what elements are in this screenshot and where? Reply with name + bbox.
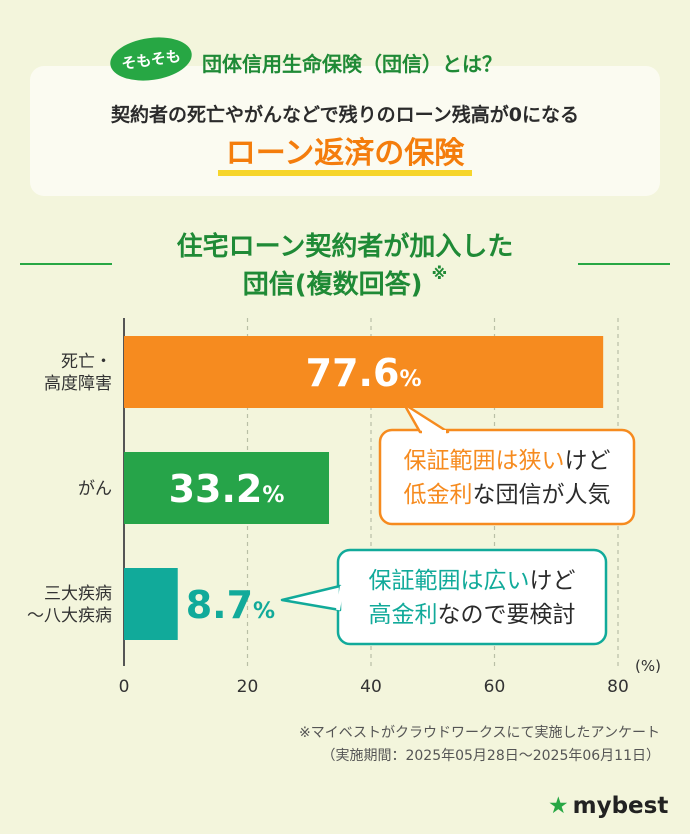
callout-tail	[280, 584, 342, 612]
chart-title-line2-text: 団信(複数回答)	[242, 270, 423, 300]
callout-text: 保証範囲は広いけど	[369, 568, 576, 594]
callout-box	[336, 548, 608, 646]
category-label: 高度障害	[44, 374, 112, 394]
x-tick-label: 60	[484, 677, 506, 697]
chart-title-mark: ※	[431, 264, 448, 283]
footnote-period: （実施期間：2025年05月28日～2025年06月11日）	[321, 748, 660, 764]
highlight-underline	[218, 170, 472, 176]
callout-tail	[402, 402, 450, 434]
x-tick-label: 0	[119, 677, 130, 697]
callout-text: 高金利なので要検討	[369, 602, 576, 628]
brand-name: mybest	[572, 793, 669, 819]
question-title: 団体信用生命保険（団信）とは？	[202, 52, 502, 76]
bar	[124, 568, 178, 640]
intro-highlight: ローン返済の保険	[225, 136, 465, 171]
x-tick-label: 80	[607, 677, 629, 697]
x-tick-label: 40	[360, 677, 382, 697]
category-label: 死亡・	[61, 352, 112, 372]
value-label: 8.7%	[186, 583, 275, 627]
star-icon: ★	[548, 793, 569, 819]
category-label: ～八大疾病	[27, 606, 112, 626]
brand-logo: ★ mybest	[548, 793, 668, 819]
callout-text: 低金利な団信が人気	[404, 482, 611, 508]
bar	[124, 452, 330, 524]
callout-text: 保証範囲は狭いけど	[404, 448, 611, 474]
value-label: 33.2%	[169, 467, 285, 511]
title-line-right	[578, 263, 670, 265]
title-line-left	[20, 263, 112, 265]
footnote-survey: ※マイベストがクラウドワークスにて実施したアンケート	[298, 725, 660, 741]
bar-chart: 0 20 40 60 80 (%) 死亡・高度障害 77.6% がん 33.2% 三大疾病～八大疾病…	[27, 318, 661, 697]
x-tick-label: 20	[237, 677, 259, 697]
chart-title: 住宅ローン契約者が加入した	[176, 232, 514, 262]
intro-subtitle: 契約者の死亡やがんなどで残りのローン残高が0になる	[111, 104, 579, 126]
category-label: がん	[78, 479, 112, 499]
category-label: 三大疾病	[44, 584, 112, 604]
x-unit-label: (%)	[635, 657, 661, 675]
chart-title-line2: 団信(複数回答) ※	[0, 264, 690, 301]
callout-box	[378, 428, 636, 526]
value-label: 77.6%	[306, 351, 422, 395]
callout-tail-mask	[336, 585, 344, 611]
bar	[124, 336, 604, 408]
